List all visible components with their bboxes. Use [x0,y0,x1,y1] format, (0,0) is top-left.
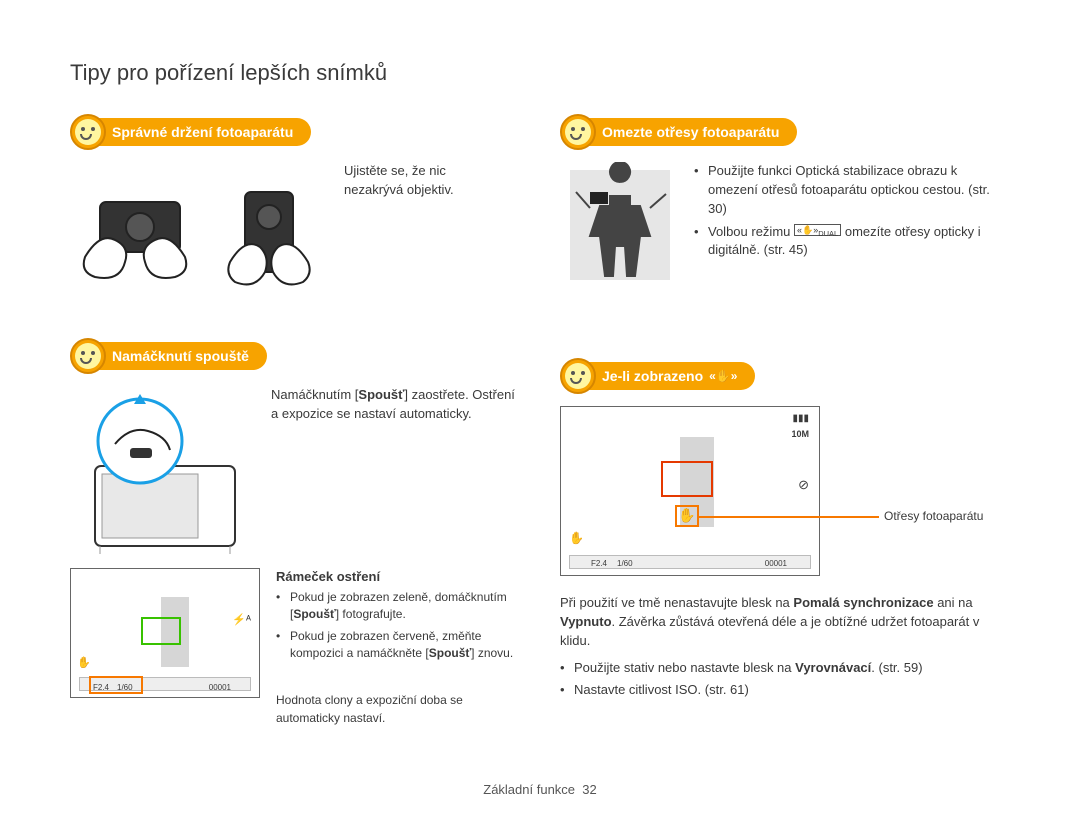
text: ani na [934,595,973,610]
lcd-fstop: F2.4 [591,559,607,568]
smiley-icon [70,114,106,150]
text: ] znovu. [471,646,513,660]
reduce-shake-body: Použijte funkci Optická stabilizace obra… [560,162,1010,302]
text-bold: Vypnuto [560,614,612,629]
shake-label: Otřesy fotoaparátu [884,508,983,525]
lcd-shutter: 1/60 [617,559,633,568]
content-columns: Správné držení fotoaparátu [70,114,1010,727]
text: . (str. 59) [871,660,922,675]
text-bold: Spoušť [429,646,471,660]
text: ] fotografujte. [336,607,406,621]
flash-auto-icon: ⚡ᴬ [232,613,251,626]
shake-warning-icon: ✋ [678,507,695,524]
text-bold: Pomalá synchronizace [793,595,933,610]
low-light-bullets: Použijte stativ nebo nastavte blesk na V… [560,659,1010,701]
lcd-preview-focus: F2.4 1/60 00001 ⚡ᴬ ✋ [70,568,260,698]
lcd-fstop: F2.4 [93,683,109,692]
heading-hold-camera-label: Správné držení fotoaparátu [90,118,311,146]
callout-connector [699,516,879,518]
left-column: Správné držení fotoaparátu [70,114,520,727]
footer-section: Základní funkce [483,782,575,797]
heading-reduce-shake: Omezte otřesy fotoaparátu [560,114,1010,150]
smiley-icon [560,114,596,150]
lcd-counter: 00001 [765,559,787,568]
smiley-icon [70,338,106,374]
heading-text: Je-li zobrazeno [602,368,703,384]
focus-frame-explain: Rámeček ostření Pokud je zobrazen zeleně… [276,568,520,727]
photographer-silhouette [560,162,680,302]
lcd-shutter: 1/60 [117,683,133,692]
heading-half-shutter: Namáčknutí spouště [70,338,520,374]
text-bold: Spoušť [293,607,335,621]
focus-frame-green [141,617,181,645]
heading-when-shown-label: Je-li zobrazeno «✋» [580,362,755,390]
ois-icon: ✋ [569,531,584,545]
lcd-size: 10M [791,429,809,439]
half-shutter-desc-pre: Namáčknutím [ [271,387,358,402]
low-light-paragraph: Při použití ve tmě nenastavujte blesk na… [560,594,1010,651]
page-footer: Základní funkce 32 [0,782,1080,797]
text: Použijte stativ nebo nastavte blesk na [574,660,795,675]
text: . Závěrka zůstává otevřená déle a je obt… [560,614,979,648]
shake-warning-icon: ✋ [77,656,91,669]
dual-mode-bullet: Volbou režimu «✋»DUAL omezíte otřesy opt… [694,223,1010,261]
aperture-note: Hodnota clony a expoziční doba se automa… [276,692,520,727]
no-flash-icon: ⊘ [798,477,809,493]
focus-frame-red [661,461,713,497]
focus-frame-heading: Rámeček ostření [276,568,520,587]
half-shutter-illustration [70,386,255,556]
hold-camera-tip: Ujistěte se, že nic nezakrývá objektiv. [344,162,474,200]
lcd-preview-shake: ✋ F2.4 1/60 00001 10M ⊘ ✋ ▮▮▮ [560,406,820,576]
heading-reduce-shake-label: Omezte otřesy fotoaparátu [580,118,797,146]
text: Volbou režimu [708,224,794,239]
hold-camera-body: Ujistěte se, že nic nezakrývá objektiv. [70,162,520,312]
shake-lcd-wrapper: ✋ F2.4 1/60 00001 10M ⊘ ✋ ▮▮▮ Otřesy fot… [560,406,1010,576]
iso-bullet: Nastavte citlivost ISO. (str. 61) [560,681,1010,700]
smiley-icon [560,358,596,394]
text-bold: Vyrovnávací [795,660,871,675]
dual-mode-icon: «✋»DUAL [794,224,841,236]
half-shutter-desc-bold: Spoušť [358,387,404,402]
right-column: Omezte otřesy fotoaparátu Použijte funkc… [560,114,1010,727]
hold-camera-illustration [70,162,330,312]
heading-when-shown: Je-li zobrazeno «✋» [560,358,1010,394]
reduce-shake-bullets: Použijte funkci Optická stabilizace obra… [694,162,1010,264]
ois-bullet: Použijte funkci Optická stabilizace obra… [694,162,1010,219]
focus-bullet-green: Pokud je zobrazen zeleně, domáčknutím [S… [276,589,520,624]
footer-page-number: 32 [582,782,596,797]
text: Při použití ve tmě nenastavujte blesk na [560,595,793,610]
heading-half-shutter-label: Namáčknutí spouště [90,342,267,370]
battery-icon: ▮▮▮ [792,413,809,424]
half-shutter-desc: Namáčknutím [Spoušť] zaostřete. Ostření … [271,386,520,424]
page-title: Tipy pro pořízení lepších snímků [70,60,1010,86]
hand-shake-icon: «✋» [709,369,737,383]
lcd-counter: 00001 [209,683,231,692]
tripod-bullet: Použijte stativ nebo nastavte blesk na V… [560,659,1010,678]
focus-bullet-red: Pokud je zobrazen červeně, změňte kompoz… [276,628,520,663]
heading-hold-camera: Správné držení fotoaparátu [70,114,520,150]
